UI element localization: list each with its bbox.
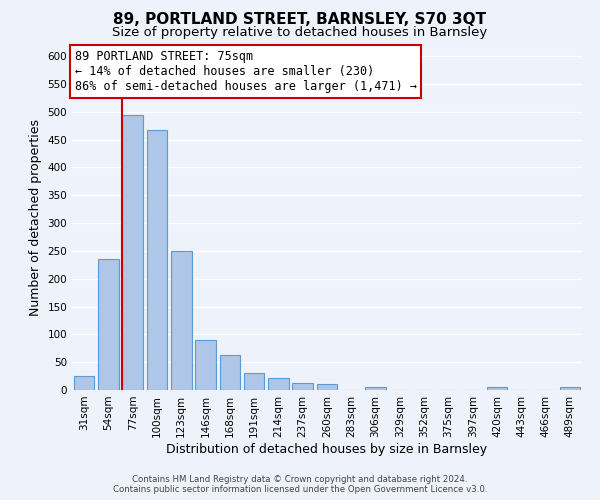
Bar [171,251,191,390]
Bar [98,259,119,390]
Text: Contains HM Land Registry data © Crown copyright and database right 2024.
Contai: Contains HM Land Registry data © Crown c… [113,474,487,494]
Bar [487,387,508,390]
Bar [122,114,143,390]
X-axis label: Distribution of detached houses by size in Barnsley: Distribution of detached houses by size … [166,442,488,456]
Bar [74,376,94,390]
Bar [244,374,265,390]
Bar [560,387,580,390]
Text: 89, PORTLAND STREET, BARNSLEY, S70 3QT: 89, PORTLAND STREET, BARNSLEY, S70 3QT [113,12,487,28]
Bar [365,387,386,390]
Bar [146,130,167,390]
Bar [220,355,240,390]
Bar [268,378,289,390]
Text: Size of property relative to detached houses in Barnsley: Size of property relative to detached ho… [112,26,488,39]
Bar [317,384,337,390]
Text: 89 PORTLAND STREET: 75sqm
← 14% of detached houses are smaller (230)
86% of semi: 89 PORTLAND STREET: 75sqm ← 14% of detac… [74,50,416,93]
Bar [195,340,216,390]
Y-axis label: Number of detached properties: Number of detached properties [29,119,42,316]
Bar [292,383,313,390]
